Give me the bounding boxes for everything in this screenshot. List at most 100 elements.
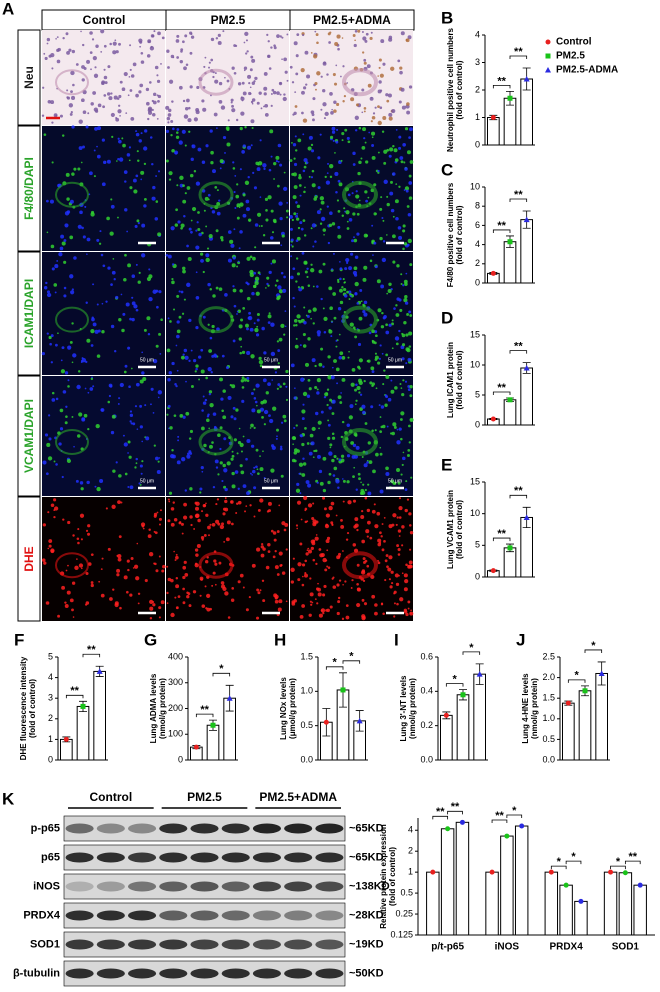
micrograph-bg <box>42 30 165 125</box>
cell <box>82 235 86 239</box>
cell <box>352 499 357 503</box>
cell <box>396 516 399 519</box>
cell <box>168 500 171 503</box>
cell <box>311 113 315 117</box>
cell <box>188 450 192 454</box>
cell <box>212 169 216 174</box>
cell <box>295 337 298 340</box>
cell <box>398 506 403 511</box>
cell <box>353 266 358 271</box>
cell <box>354 403 357 406</box>
cell <box>304 186 306 189</box>
cell <box>172 127 175 131</box>
y-axis-label: (fold of control) <box>455 500 464 559</box>
cell <box>310 52 313 54</box>
cell <box>358 126 362 130</box>
cell <box>239 126 243 131</box>
blot-band <box>65 939 94 950</box>
y-axis-label: Lung 3'-NT levels <box>399 675 408 741</box>
cell <box>280 421 284 424</box>
cell <box>310 603 313 606</box>
cell <box>375 387 378 390</box>
cell <box>195 326 199 330</box>
cell <box>390 208 395 213</box>
marker <box>507 95 513 101</box>
cell <box>329 175 333 179</box>
cell <box>53 498 57 502</box>
cell <box>377 169 380 173</box>
cell <box>263 105 265 108</box>
cell <box>384 394 388 398</box>
cell <box>208 392 212 396</box>
cell <box>265 209 268 212</box>
cell <box>270 236 274 240</box>
cell <box>103 94 107 97</box>
cell <box>101 557 104 560</box>
cell <box>353 238 358 243</box>
airway <box>55 181 89 208</box>
cell <box>383 539 386 543</box>
cell <box>374 265 378 269</box>
cell <box>157 390 163 395</box>
cell <box>147 106 153 111</box>
cell <box>82 110 87 114</box>
cell <box>231 484 236 489</box>
cell <box>50 549 55 554</box>
cell <box>339 300 344 305</box>
cell <box>322 307 325 310</box>
cell <box>144 404 147 407</box>
y-tick-label: 2 <box>48 713 53 723</box>
cell <box>293 41 298 46</box>
cell <box>199 594 202 597</box>
cell <box>190 35 195 39</box>
cell <box>317 592 322 597</box>
cell <box>284 325 287 328</box>
cell <box>355 103 359 107</box>
cell <box>283 57 287 62</box>
cell <box>361 111 364 114</box>
cell <box>319 222 323 225</box>
cell <box>377 120 382 126</box>
cell <box>402 284 405 287</box>
cell <box>316 391 320 395</box>
cell <box>263 72 268 76</box>
cell <box>270 209 274 213</box>
marker <box>563 882 569 888</box>
blot-band <box>128 881 157 892</box>
cell <box>247 145 252 150</box>
cell <box>334 82 338 86</box>
cell <box>159 353 162 355</box>
cell <box>338 333 341 336</box>
cell <box>316 41 319 45</box>
cell <box>396 602 399 606</box>
cell <box>46 290 51 294</box>
cell <box>393 426 397 429</box>
significance-label: ** <box>497 382 506 394</box>
cell <box>407 600 411 604</box>
cell <box>322 102 327 107</box>
cell <box>85 529 89 532</box>
cell <box>334 41 339 46</box>
cell <box>267 509 271 513</box>
cell <box>325 513 330 518</box>
cell <box>187 118 192 123</box>
cell <box>355 445 360 450</box>
cell <box>256 409 261 414</box>
cell <box>308 451 313 456</box>
cell <box>50 334 54 338</box>
blot-row-label: SOD1 <box>30 938 60 950</box>
cell <box>188 437 192 440</box>
cell <box>217 33 221 37</box>
cell <box>398 235 403 240</box>
cell <box>390 389 395 394</box>
cell <box>304 50 309 55</box>
cell <box>295 54 299 58</box>
cell <box>293 185 298 189</box>
cell <box>229 239 234 244</box>
cell <box>314 411 319 416</box>
cell <box>78 119 83 124</box>
cell <box>265 218 269 222</box>
cell <box>338 555 341 558</box>
cell <box>220 397 224 401</box>
cell <box>313 197 317 201</box>
